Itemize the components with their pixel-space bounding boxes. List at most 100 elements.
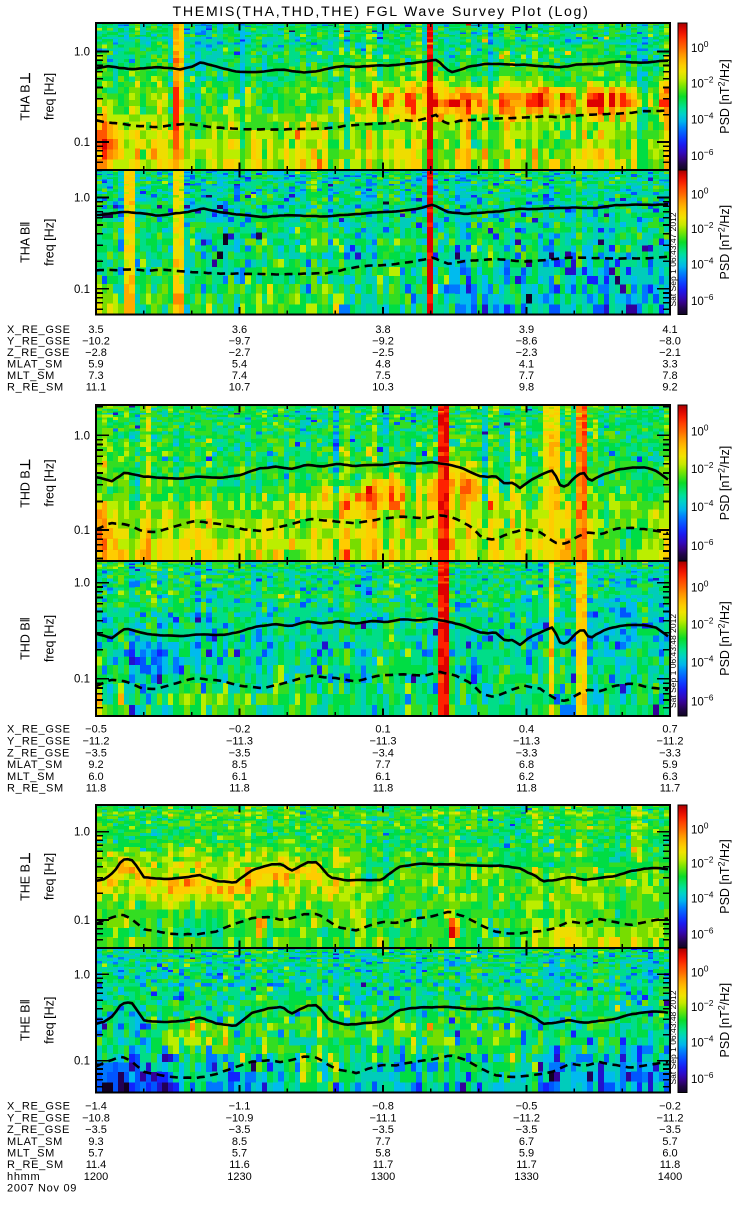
svg-text:X_RE_GSE: X_RE_GSE <box>7 1101 71 1113</box>
svg-text:11.7: 11.7 <box>373 1159 394 1171</box>
svg-text:PSD [nT2/Hz]: PSD [nT2/Hz] <box>717 983 733 1057</box>
svg-text:1300: 1300 <box>371 1171 395 1183</box>
svg-text:Sat Sep 1 06:43:48 2012: Sat Sep 1 06:43:48 2012 <box>668 990 678 1084</box>
svg-text:8.5: 8.5 <box>232 759 247 771</box>
svg-text:5.9: 5.9 <box>88 359 103 371</box>
svg-text:1400: 1400 <box>658 1171 682 1183</box>
svg-text:11.8: 11.8 <box>516 783 537 795</box>
svg-text:11.7: 11.7 <box>660 783 681 795</box>
svg-text:PSD [nT2/Hz]: PSD [nT2/Hz] <box>717 601 733 676</box>
svg-text:3.8: 3.8 <box>375 324 390 336</box>
svg-text:THA B‖: THA B‖ <box>19 222 33 263</box>
svg-text:Z_RE_GSE: Z_RE_GSE <box>7 347 70 359</box>
svg-text:9.3: 9.3 <box>88 1136 103 1148</box>
svg-text:Z_RE_GSE: Z_RE_GSE <box>7 1124 70 1136</box>
svg-text:11.8: 11.8 <box>229 783 250 795</box>
svg-text:MLAT_SM: MLAT_SM <box>7 759 63 771</box>
svg-text:Z_RE_GSE: Z_RE_GSE <box>7 747 70 759</box>
svg-text:X_RE_GSE: X_RE_GSE <box>7 724 71 736</box>
svg-text:−3.3: −3.3 <box>659 747 681 759</box>
svg-text:4.8: 4.8 <box>375 359 390 371</box>
svg-text:−3.5: −3.5 <box>516 1124 538 1136</box>
svg-text:−8.6: −8.6 <box>516 336 538 348</box>
svg-text:5.7: 5.7 <box>232 1148 247 1160</box>
svg-text:1.0: 1.0 <box>74 430 90 442</box>
svg-text:6.1: 6.1 <box>232 771 247 783</box>
svg-text:−11.2: −11.2 <box>656 736 683 748</box>
svg-text:−11.2: −11.2 <box>513 1112 540 1124</box>
svg-text:−10.8: −10.8 <box>82 1112 110 1124</box>
svg-text:MLT_SM: MLT_SM <box>7 771 55 783</box>
svg-text:6.0: 6.0 <box>662 1148 677 1160</box>
svg-text:R_RE_SM: R_RE_SM <box>7 1159 64 1171</box>
svg-text:5.4: 5.4 <box>232 359 247 371</box>
svg-text:7.5: 7.5 <box>375 370 390 382</box>
svg-text:1.0: 1.0 <box>74 193 90 205</box>
svg-text:−0.5: −0.5 <box>516 1101 538 1113</box>
svg-text:6.1: 6.1 <box>375 771 390 783</box>
svg-text:X_RE_GSE: X_RE_GSE <box>7 324 71 336</box>
svg-text:−2.8: −2.8 <box>85 347 107 359</box>
svg-text:0.1: 0.1 <box>74 1056 90 1068</box>
svg-text:0.1: 0.1 <box>74 525 90 537</box>
svg-text:−0.5: −0.5 <box>85 724 107 736</box>
svg-text:11.8: 11.8 <box>86 783 107 795</box>
svg-text:PSD [nT2/Hz]: PSD [nT2/Hz] <box>717 59 733 134</box>
svg-text:7.3: 7.3 <box>88 370 103 382</box>
svg-text:5.7: 5.7 <box>662 1136 677 1148</box>
svg-text:freq [Hz]: freq [Hz] <box>43 459 57 506</box>
svg-text:11.8: 11.8 <box>373 783 394 795</box>
svg-text:3.3: 3.3 <box>662 359 677 371</box>
svg-text:THEMIS(THA,THD,THE) FGL Wave S: THEMIS(THA,THD,THE) FGL Wave Survey Plot… <box>173 4 590 20</box>
svg-text:11.6: 11.6 <box>229 1159 250 1171</box>
svg-text:0.4: 0.4 <box>519 724 534 736</box>
svg-text:0.7: 0.7 <box>662 724 677 736</box>
svg-text:−9.7: −9.7 <box>229 336 251 348</box>
svg-text:−11.2: −11.2 <box>82 736 109 748</box>
svg-text:−9.2: −9.2 <box>372 336 394 348</box>
svg-text:7.4: 7.4 <box>232 370 247 382</box>
svg-text:THE B: THE B <box>19 864 33 901</box>
svg-text:1.0: 1.0 <box>74 578 90 590</box>
svg-text:−2.5: −2.5 <box>372 347 394 359</box>
svg-text:10.3: 10.3 <box>372 382 393 394</box>
svg-text:−2.7: −2.7 <box>229 347 251 359</box>
svg-text:4.1: 4.1 <box>662 324 677 336</box>
svg-text:THE B‖: THE B‖ <box>19 999 33 1041</box>
svg-text:6.8: 6.8 <box>519 759 534 771</box>
svg-text:−3.3: −3.3 <box>516 747 538 759</box>
svg-text:1330: 1330 <box>514 1171 538 1183</box>
svg-text:−0.8: −0.8 <box>372 1101 394 1113</box>
svg-text:5.8: 5.8 <box>375 1148 390 1160</box>
svg-text:−0.2: −0.2 <box>229 724 251 736</box>
svg-text:0.1: 0.1 <box>74 674 90 686</box>
svg-text:PSD [nT2/Hz]: PSD [nT2/Hz] <box>717 446 733 521</box>
svg-text:10.7: 10.7 <box>229 382 250 394</box>
svg-text:1230: 1230 <box>227 1171 251 1183</box>
svg-text:−11.3: −11.3 <box>369 736 396 748</box>
svg-text:−8.0: −8.0 <box>659 336 681 348</box>
svg-text:6.0: 6.0 <box>88 771 103 783</box>
svg-text:freq [Hz]: freq [Hz] <box>43 73 57 120</box>
svg-text:4.1: 4.1 <box>519 359 534 371</box>
svg-text:7.7: 7.7 <box>519 370 534 382</box>
svg-text:−3.5: −3.5 <box>85 747 107 759</box>
svg-text:3.6: 3.6 <box>232 324 247 336</box>
svg-text:Sat Sep 1 06:43:48 2012: Sat Sep 1 06:43:48 2012 <box>668 614 678 708</box>
svg-text:11.8: 11.8 <box>660 1159 681 1171</box>
svg-text:−0.2: −0.2 <box>659 1101 681 1113</box>
svg-text:11.7: 11.7 <box>516 1159 537 1171</box>
svg-text:THD B‖: THD B‖ <box>19 617 33 660</box>
svg-text:−3.5: −3.5 <box>229 747 251 759</box>
svg-text:1.0: 1.0 <box>74 827 90 839</box>
svg-text:−1.4: −1.4 <box>85 1101 107 1113</box>
svg-text:freq [Hz]: freq [Hz] <box>43 615 57 662</box>
svg-text:Y_RE_GSE: Y_RE_GSE <box>7 1112 71 1124</box>
svg-text:R_RE_SM: R_RE_SM <box>7 783 64 795</box>
svg-text:5.9: 5.9 <box>519 1148 534 1160</box>
svg-text:5.7: 5.7 <box>88 1148 103 1160</box>
svg-text:7.8: 7.8 <box>662 370 677 382</box>
svg-text:0.1: 0.1 <box>74 137 90 149</box>
svg-text:−11.3: −11.3 <box>226 736 253 748</box>
svg-text:MLT_SM: MLT_SM <box>7 370 55 382</box>
